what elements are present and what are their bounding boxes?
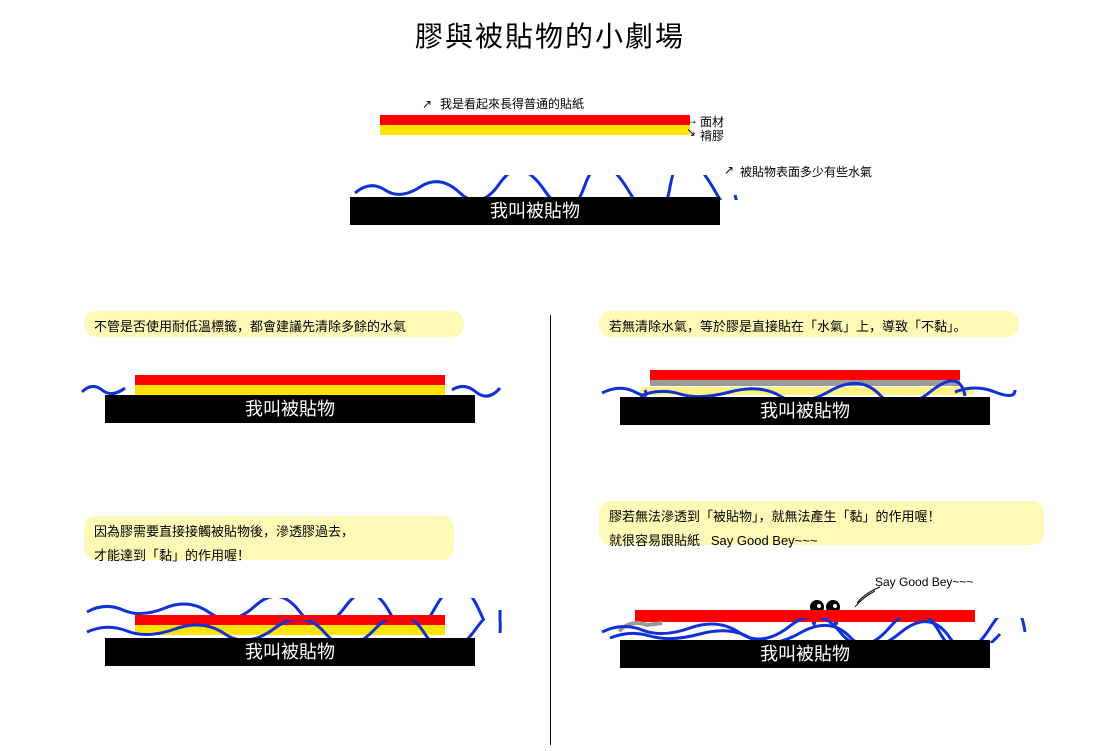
annot-sticker-top-text: 我是看起來長得普通的貼紙 — [440, 97, 584, 111]
panel-right-a: 若無清除水氣，等於膠是直接貼在「水氣」上，導致「不黏」。 我叫被貼物 — [605, 315, 1065, 355]
substrate-top: 我叫被貼物 — [350, 197, 720, 225]
divider-vertical — [550, 315, 551, 745]
caption-rb1: 膠若無法滲透到「被貼物」，就無法產生「黏」的作用喔！ — [605, 505, 1075, 529]
caption-rb2b: Say Good Bey~~~ — [711, 533, 818, 548]
sticker-la — [135, 375, 445, 395]
speech-tail — [845, 585, 885, 610]
panel-left-a: 不管是否使用耐低溫標籤，都會建議先清除多餘的水氣 我叫被貼物 — [90, 315, 520, 355]
layer-face — [380, 115, 690, 125]
substrate-label: 我叫被貼物 — [490, 201, 580, 221]
annot-sticker-top: ↗ 我是看起來長得普通的貼紙 — [440, 95, 584, 112]
layer-face-la — [135, 375, 445, 385]
substrate-label-ra: 我叫被貼物 — [760, 401, 850, 421]
caption-lb2: 才能達到「黏」的作用喔！ — [90, 544, 520, 568]
substrate-la: 我叫被貼物 — [105, 395, 475, 423]
panel-top: ↗ 我是看起來長得普通的貼紙 → 面材 ↘ 褙膠 ↗ 被貼物表面多少有些水氣 我… — [0, 95, 1100, 265]
panel-left-b: 因為膠需要直接接觸被貼物後，滲透膠過去， 才能達到「黏」的作用喔！ 我叫被貼物 — [90, 520, 520, 575]
caption-rb2: 就很容易跟貼紙 Say Good Bey~~~ — [605, 529, 1075, 553]
speech-bubble: Say Good Bey~~~ — [875, 575, 973, 589]
substrate-label-lb: 我叫被貼物 — [245, 642, 335, 662]
sticker-top — [380, 115, 690, 135]
annot-glue: ↘ 褙膠 — [700, 127, 724, 144]
layer-glue — [380, 125, 690, 135]
substrate-label-rb: 我叫被貼物 — [760, 644, 850, 664]
speech-text: Say Good Bey~~~ — [875, 575, 973, 589]
substrate-rb: 我叫被貼物 — [620, 640, 990, 668]
layer-glue-la — [135, 385, 445, 395]
annot-water: ↗ 被貼物表面多少有些水氣 — [740, 163, 872, 180]
annot-water-text: 被貼物表面多少有些水氣 — [740, 165, 872, 179]
panel-right-b: 膠若無法滲透到「被貼物」，就無法產生「黏」的作用喔！ 就很容易跟貼紙 Say G… — [605, 505, 1075, 560]
annot-glue-text: 褙膠 — [700, 129, 724, 143]
substrate-lb: 我叫被貼物 — [105, 638, 475, 666]
caption-la: 不管是否使用耐低溫標籤，都會建議先清除多餘的水氣 — [90, 315, 520, 339]
main-title: 膠與被貼物的小劇場 — [0, 15, 1100, 55]
caption-lb1: 因為膠需要直接接觸被貼物後，滲透膠過去， — [90, 520, 520, 544]
substrate-label-la: 我叫被貼物 — [245, 399, 335, 419]
caption-ra: 若無清除水氣，等於膠是直接貼在「水氣」上，導致「不黏」。 — [605, 315, 1065, 339]
substrate-ra: 我叫被貼物 — [620, 397, 990, 425]
caption-rb2a: 就很容易跟貼紙 — [609, 533, 700, 548]
